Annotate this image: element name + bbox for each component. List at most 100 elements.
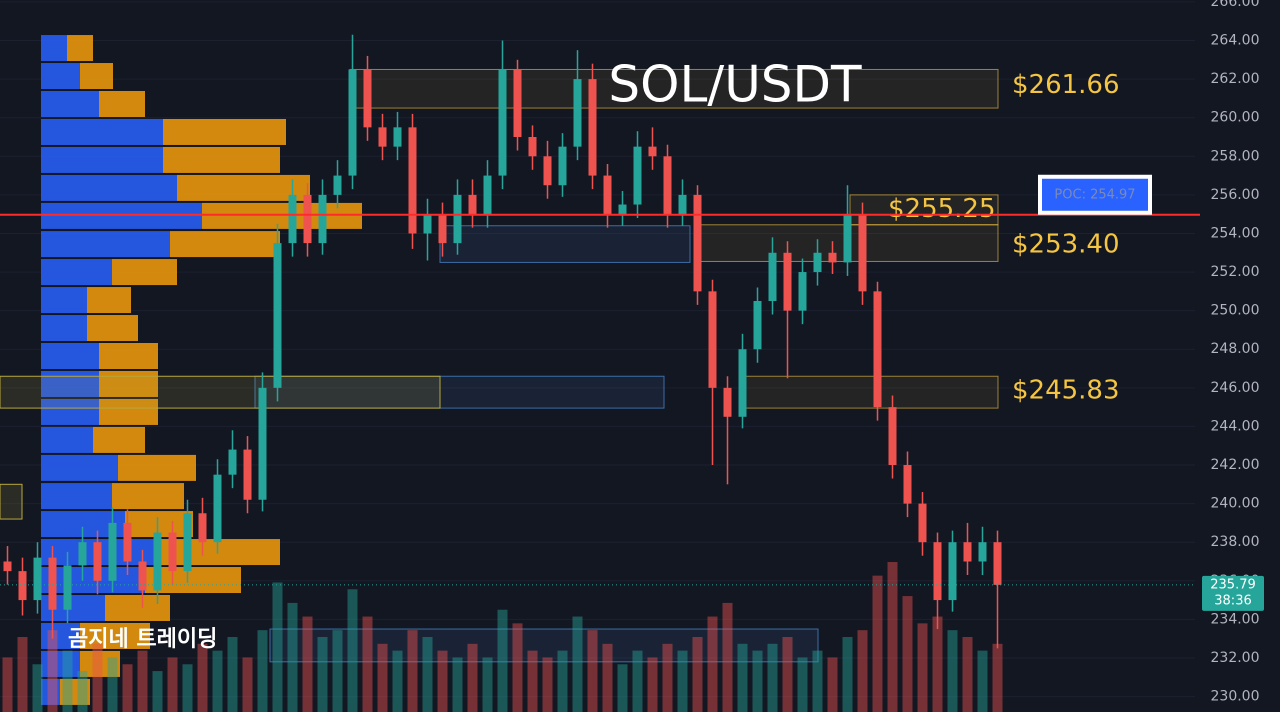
level-zone <box>849 194 999 226</box>
volume-bar <box>647 657 658 712</box>
candle-body <box>453 194 462 244</box>
volume-bar <box>947 630 958 712</box>
profile-sell <box>60 678 90 705</box>
volume-bar <box>737 643 748 712</box>
candle-body <box>543 156 552 186</box>
candle-body <box>18 571 27 601</box>
profile-sell <box>177 174 310 201</box>
profile-sell <box>87 287 131 314</box>
candle-body <box>768 252 777 302</box>
candle-body <box>438 214 447 244</box>
level-label: $255.25 <box>888 194 996 224</box>
volume-bar <box>482 657 493 712</box>
volume-bar <box>902 596 913 712</box>
profile-buy <box>41 287 87 314</box>
candle-body <box>573 79 582 147</box>
profile-sell <box>99 91 145 118</box>
volume-bar <box>182 664 193 712</box>
volume-bar <box>557 650 568 712</box>
profile-buy <box>41 343 99 369</box>
volume-bar <box>437 650 448 712</box>
profile-sell <box>80 650 120 677</box>
volume-bar <box>62 650 73 712</box>
volume-bar <box>782 637 793 712</box>
candle-body <box>648 146 657 157</box>
candle-body <box>903 465 912 504</box>
volume-bar <box>917 623 928 712</box>
zone-box <box>254 375 665 409</box>
candle-body <box>393 127 402 147</box>
profile-buy <box>41 231 170 258</box>
profile-buy <box>41 118 163 145</box>
profile-buy <box>41 398 99 425</box>
y-tick-label: 230.00 <box>1211 689 1260 705</box>
candle-body <box>978 542 987 562</box>
zone-box <box>269 628 819 663</box>
volume-bar <box>857 630 868 712</box>
profile-sell <box>80 63 113 90</box>
profile-sell <box>99 343 158 369</box>
y-tick-label: 232.00 <box>1211 650 1260 666</box>
zone-box <box>439 225 691 263</box>
volume-bar <box>407 630 418 712</box>
volume-bar <box>872 575 883 712</box>
candle-body <box>603 175 612 215</box>
profile-buy <box>41 370 99 397</box>
candle-body <box>813 252 822 273</box>
volume-bar <box>17 637 28 712</box>
last-price-box <box>1202 575 1264 611</box>
candle-body <box>993 542 1002 585</box>
volume-bar <box>212 650 223 712</box>
volume-bar <box>677 650 688 712</box>
volume-bar <box>47 630 58 712</box>
candle-body <box>363 69 372 128</box>
candle-body <box>93 542 102 581</box>
candle-body <box>78 542 87 566</box>
volume-bar <box>377 643 388 712</box>
profile-sell <box>118 454 196 481</box>
y-tick-label: 252.00 <box>1211 264 1260 280</box>
profile-buy <box>41 146 163 173</box>
zone-box <box>0 483 23 520</box>
profile-sell <box>163 118 286 145</box>
candle-body <box>828 252 837 263</box>
volume-bar <box>707 616 718 712</box>
profile-buy <box>41 174 177 201</box>
profile-buy <box>41 567 145 594</box>
volume-bar <box>542 657 553 712</box>
volume-bar <box>32 664 43 712</box>
y-tick-label: 240.00 <box>1211 496 1260 512</box>
candle-body <box>693 194 702 292</box>
y-tick-label: 260.00 <box>1211 110 1260 126</box>
candle-body <box>843 214 852 263</box>
candle-body <box>63 565 72 610</box>
candle-body <box>153 532 162 591</box>
volume-bar <box>692 637 703 712</box>
y-tick-label: 246.00 <box>1211 380 1260 396</box>
profile-sell <box>67 35 93 62</box>
candle-body <box>948 542 957 601</box>
y-tick-label: 254.00 <box>1211 225 1260 241</box>
profile-buy <box>41 622 80 649</box>
candle-body <box>663 156 672 215</box>
volume-bar <box>632 650 643 712</box>
candle-body <box>33 557 42 601</box>
level-zone <box>739 375 999 409</box>
profile-sell <box>202 202 362 229</box>
profile-buy <box>41 91 99 118</box>
candle-body <box>723 387 732 417</box>
candle-body <box>423 214 432 234</box>
watermark: 곰지네 트레이딩 <box>68 627 217 652</box>
candle-body <box>558 146 567 186</box>
profile-sell <box>87 315 138 342</box>
volume-bar <box>317 637 328 712</box>
volume-bar <box>662 643 673 712</box>
volume-bar <box>992 643 1003 712</box>
profile-buy <box>41 202 202 229</box>
level-zone <box>349 68 999 109</box>
profile-buy <box>41 483 112 510</box>
volume-bar <box>347 589 358 712</box>
candle-body <box>213 474 222 543</box>
